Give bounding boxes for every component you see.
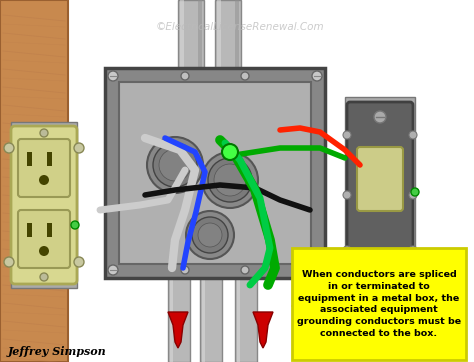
Polygon shape — [292, 290, 466, 326]
FancyBboxPatch shape — [18, 139, 70, 197]
Bar — [200, 268, 222, 362]
Bar — [292, 248, 466, 360]
Circle shape — [192, 217, 228, 253]
Circle shape — [343, 131, 351, 139]
Circle shape — [4, 143, 14, 153]
Circle shape — [409, 191, 417, 199]
Text: ©ElectricalLicenseRenewal.Com: ©ElectricalLicenseRenewal.Com — [155, 22, 324, 32]
Bar — [105, 68, 325, 278]
Circle shape — [40, 129, 48, 137]
Bar — [217, 0, 221, 108]
Bar — [345, 97, 415, 288]
Circle shape — [39, 175, 49, 185]
FancyBboxPatch shape — [18, 210, 70, 268]
Circle shape — [108, 71, 118, 81]
Circle shape — [222, 144, 238, 160]
FancyBboxPatch shape — [11, 126, 77, 284]
Circle shape — [186, 211, 234, 259]
Bar — [215, 0, 241, 108]
Circle shape — [181, 72, 189, 80]
Bar — [202, 268, 205, 362]
Bar — [0, 0, 68, 362]
Polygon shape — [253, 312, 273, 348]
Circle shape — [40, 273, 48, 281]
Circle shape — [202, 152, 258, 208]
Bar — [198, 0, 202, 108]
Circle shape — [312, 265, 322, 275]
Bar — [237, 268, 240, 362]
Bar — [178, 0, 204, 108]
FancyBboxPatch shape — [357, 147, 403, 211]
Circle shape — [374, 111, 386, 123]
Circle shape — [409, 131, 417, 139]
Circle shape — [374, 262, 386, 274]
Polygon shape — [168, 312, 188, 348]
Bar — [180, 0, 184, 108]
Circle shape — [411, 188, 419, 196]
Circle shape — [39, 246, 49, 256]
Bar — [235, 268, 257, 362]
Circle shape — [153, 143, 197, 187]
Bar — [47, 223, 52, 237]
Circle shape — [343, 191, 351, 199]
Circle shape — [4, 257, 14, 267]
Bar — [27, 152, 32, 166]
Circle shape — [208, 158, 252, 202]
Circle shape — [409, 246, 417, 254]
FancyBboxPatch shape — [347, 102, 413, 283]
Bar — [27, 223, 32, 237]
Bar — [168, 268, 190, 362]
Bar — [11, 122, 77, 288]
Bar — [235, 0, 239, 108]
Circle shape — [74, 257, 84, 267]
Circle shape — [159, 149, 191, 181]
Circle shape — [198, 223, 222, 247]
Bar — [47, 152, 52, 166]
Circle shape — [74, 143, 84, 153]
Circle shape — [181, 266, 189, 274]
Circle shape — [241, 266, 249, 274]
Text: Jeffrey Simpson: Jeffrey Simpson — [8, 346, 107, 357]
Circle shape — [108, 265, 118, 275]
Circle shape — [147, 137, 203, 193]
Circle shape — [71, 221, 79, 229]
Circle shape — [343, 246, 351, 254]
Text: When conductors are spliced
in or terminated to
equipment in a metal box, the
as: When conductors are spliced in or termin… — [297, 270, 461, 338]
Bar — [119, 82, 311, 264]
Circle shape — [312, 71, 322, 81]
Bar — [170, 268, 173, 362]
Circle shape — [214, 164, 246, 196]
Circle shape — [241, 72, 249, 80]
